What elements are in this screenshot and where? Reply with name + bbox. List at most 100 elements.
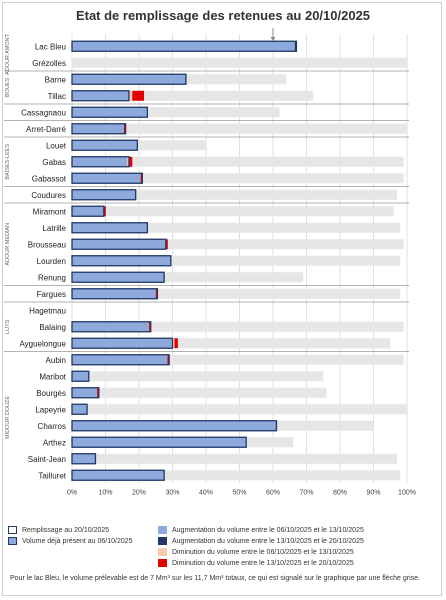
present-bar [72, 404, 88, 415]
legend-label-filling: Remplissage au 20/10/2025 [22, 526, 110, 534]
filling-outline [71, 469, 165, 481]
present-bar [72, 90, 129, 101]
filling-outline [71, 403, 88, 415]
legend-swatch-filling [8, 526, 17, 534]
capacity-bar [72, 107, 280, 118]
dec2-segment [165, 239, 168, 250]
legend-swatch-inc1 [158, 526, 167, 534]
row-label: Lourden [37, 257, 66, 266]
legend-label-dec1: Diminution du volume entre le 06/10/2025… [172, 548, 354, 556]
filling-outline [71, 238, 167, 250]
capacity-bar [72, 255, 401, 266]
row-label: Aubin [46, 356, 66, 365]
filling-outline [71, 172, 143, 184]
legend: Remplissage au 20/10/2025 Volume déjà pr… [8, 524, 438, 568]
row-label: Lapeyrie [35, 405, 66, 414]
filling-outline [71, 354, 170, 366]
capacity-bar [72, 222, 401, 233]
present-bar [72, 206, 104, 217]
row-label: Saint-Jean [28, 455, 66, 464]
present-bar [72, 239, 166, 250]
x-tick-label: 40% [199, 490, 213, 497]
row-label: Tillac [48, 92, 66, 101]
arrow-head [270, 37, 276, 41]
x-tick-label: 60% [266, 490, 280, 497]
legend-item-present: Volume déjà présent au 06/10/2025 [8, 537, 133, 545]
capacity-bar [72, 453, 397, 464]
dec1-segment [127, 156, 129, 167]
capacity-bar [72, 288, 401, 299]
present-bar [72, 41, 295, 52]
row-label: Maribot [39, 372, 66, 381]
row-label: Cassagnaou [21, 108, 66, 117]
group-label: ADOUR MEDIAN [5, 223, 11, 266]
legend-item-filling: Remplissage au 20/10/2025 [8, 526, 109, 534]
row-label: Ayguelongue [19, 339, 66, 348]
dec2-segment [103, 206, 106, 217]
x-tick-label: 70% [299, 490, 313, 497]
capacity-bar [72, 239, 404, 250]
present-bar [72, 222, 148, 233]
capacity-bar [72, 189, 397, 200]
x-tick-label: 10% [98, 490, 112, 497]
filling-outline [71, 189, 137, 201]
present-bar [72, 123, 124, 134]
legend-item-inc2: Augmentation du volume entre le 13/10/20… [158, 537, 364, 545]
filling-outline [71, 222, 149, 234]
dec2-segment [132, 90, 145, 101]
x-tick-label: 30% [165, 490, 179, 497]
present-bar [72, 107, 148, 118]
group-label: BOUES [5, 78, 11, 98]
capacity-bar [72, 206, 394, 217]
capacity-bar [72, 140, 206, 151]
present-bar [72, 354, 168, 365]
row-label: Brousseau [28, 240, 66, 249]
dec2-segment [97, 387, 100, 398]
capacity-bar [72, 470, 401, 481]
row-label: Hagetmau [29, 306, 66, 315]
present-bar [72, 288, 156, 299]
capacity-bar [72, 156, 404, 167]
present-bar [72, 371, 89, 382]
present-bar [72, 453, 96, 464]
filling-outline [71, 139, 138, 151]
filling-outline [71, 106, 149, 118]
present-bar [72, 189, 136, 200]
row-label: Bourgès [36, 389, 66, 398]
dec1-segment [172, 338, 175, 349]
capacity-bar [72, 371, 324, 382]
row-label: Gabas [42, 158, 66, 167]
row-label: Louet [46, 141, 67, 150]
dec2-segment [155, 288, 158, 299]
present-bar [72, 387, 98, 398]
legend-label-present: Volume déjà présent au 06/10/2025 [22, 537, 133, 545]
dec1-segment [128, 90, 133, 101]
dec2-segment [128, 156, 133, 167]
present-bar [72, 173, 141, 184]
row-label: Fargues [37, 290, 66, 299]
capacity-bar [72, 338, 391, 349]
x-tick-label: 80% [333, 490, 347, 497]
present-bar [72, 255, 171, 266]
filling-outline [71, 436, 247, 448]
group-label: LUYS [5, 319, 11, 334]
row-label: Latrille [42, 224, 66, 233]
filling-outline [71, 73, 187, 85]
capacity-bar [72, 173, 404, 184]
filling-outline [71, 387, 100, 399]
row-label: Renung [38, 273, 66, 282]
row-label: Barne [45, 75, 67, 84]
present-bar [72, 140, 138, 151]
inc2-segment [294, 41, 297, 52]
row-label: Grézolles [32, 59, 66, 68]
dec2-segment [140, 173, 143, 184]
present-bar [72, 470, 165, 481]
legend-label-inc2: Augmentation du volume entre le 13/10/20… [172, 537, 364, 545]
x-tick-label: 100% [398, 490, 416, 497]
present-bar [72, 156, 128, 167]
x-tick-label: 20% [132, 490, 146, 497]
legend-item-inc1: Augmentation du volume entre le 06/10/20… [158, 526, 364, 534]
footnote: Pour le lac Bleu, le volume prélevable e… [10, 575, 420, 582]
chart-title: Etat de remplissage des retenues au 20/1… [75, 8, 371, 23]
